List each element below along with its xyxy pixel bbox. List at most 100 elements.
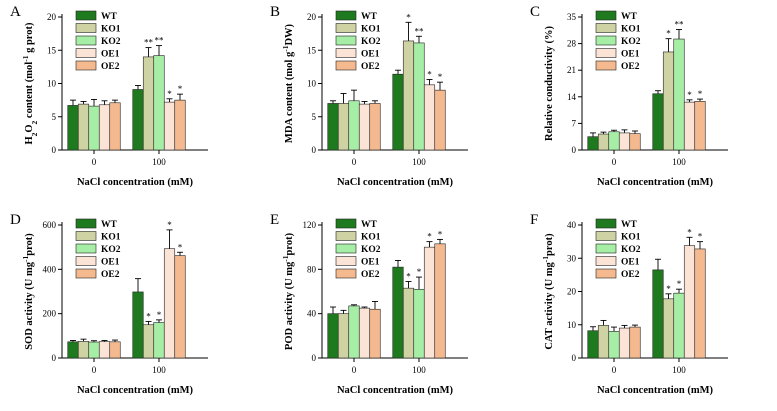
bar-oe1 bbox=[618, 132, 631, 151]
bar-ko1 bbox=[142, 56, 155, 151]
bar-ko2 bbox=[153, 322, 165, 359]
legend-swatch-oe2 bbox=[335, 268, 357, 279]
legend-label-oe2: OE2 bbox=[621, 270, 640, 280]
x-axis-title: NaCl concentration (mM) bbox=[597, 385, 714, 396]
bar-oe1 bbox=[358, 307, 371, 359]
x-axis-title: NaCl concentration (mM) bbox=[337, 385, 454, 396]
bar-oe1 bbox=[358, 103, 371, 151]
bar-oe1 bbox=[618, 327, 631, 359]
y-tick-label: 20 bbox=[567, 287, 577, 297]
y-tick-label: 120 bbox=[303, 220, 317, 230]
legend-label-wt: WT bbox=[621, 12, 638, 22]
legend-label-ko2: KO2 bbox=[621, 245, 641, 255]
y-tick-label: 0 bbox=[312, 353, 317, 363]
legend-swatch-oe2 bbox=[595, 268, 617, 279]
y-tick-label: 200 bbox=[43, 309, 57, 319]
legend-swatch-ko2 bbox=[75, 243, 97, 254]
legend-swatch-ko2 bbox=[595, 243, 617, 254]
x-axis-title: NaCl concentration (mM) bbox=[77, 177, 194, 188]
legend-label-ko2: KO2 bbox=[101, 37, 121, 47]
legend-swatch-oe2 bbox=[75, 268, 97, 279]
y-tick-label: 28 bbox=[567, 39, 577, 49]
legend-label-ko1: KO1 bbox=[101, 25, 121, 35]
x-tick-label: 0 bbox=[92, 365, 97, 375]
legend-label-oe2: OE2 bbox=[361, 62, 380, 72]
legend-label-ko1: KO1 bbox=[361, 233, 381, 243]
bar-oe1 bbox=[423, 84, 436, 151]
legend-swatch-ko1 bbox=[335, 231, 357, 241]
panel-letter: E bbox=[270, 212, 279, 228]
bar-wt bbox=[652, 93, 664, 151]
bar-ko1 bbox=[662, 51, 675, 151]
legend-label-wt: WT bbox=[101, 220, 118, 230]
legend-swatch-ko1 bbox=[595, 231, 617, 241]
y-tick-label: 40 bbox=[307, 309, 317, 319]
bar-ko2 bbox=[608, 331, 620, 359]
x-tick-label: 100 bbox=[672, 157, 686, 167]
significance-mark: * bbox=[406, 272, 411, 282]
legend-swatch-ko2 bbox=[75, 35, 97, 46]
panel-letter: A bbox=[10, 4, 21, 20]
y-tick-label: 30 bbox=[567, 253, 577, 263]
legend-label-ko1: KO1 bbox=[621, 25, 641, 35]
legend-label-ko1: KO1 bbox=[621, 233, 641, 243]
y-axis-title-part: SOD activity (U mg bbox=[24, 261, 35, 350]
significance-mark: * bbox=[666, 29, 671, 39]
significance-mark: * bbox=[677, 279, 682, 289]
bar-ko2 bbox=[348, 305, 360, 359]
y-tick-label: 20 bbox=[47, 12, 57, 22]
y-axis-title-part: -1 bbox=[281, 255, 290, 261]
y-axis-title-part: content (mol bbox=[24, 62, 35, 121]
bar-oe2 bbox=[434, 89, 446, 151]
legend-swatch-oe1 bbox=[595, 256, 617, 266]
legend-swatch-wt bbox=[335, 10, 357, 21]
y-tick-label: 0 bbox=[312, 145, 317, 155]
bar-oe2 bbox=[109, 341, 121, 359]
legend-swatch-ko1 bbox=[335, 23, 357, 33]
legend-swatch-oe1 bbox=[595, 48, 617, 58]
bar-oe2 bbox=[369, 308, 381, 359]
bar-oe2 bbox=[369, 103, 381, 151]
bar-ko2 bbox=[413, 288, 425, 359]
legend-label-ko2: KO2 bbox=[101, 245, 121, 255]
legend-swatch-ko1 bbox=[595, 23, 617, 33]
y-tick-label: 14 bbox=[567, 92, 577, 102]
chart-panel-e: E 0 40 80 120 POD activity (U mg-1prot) 0 100 * *… bbox=[270, 212, 468, 396]
legend-swatch-wt bbox=[595, 10, 617, 21]
legend-label-wt: WT bbox=[101, 12, 118, 22]
bar-ko1 bbox=[77, 103, 90, 151]
y-axis-title-part: 2 bbox=[30, 132, 39, 136]
bar-oe1 bbox=[423, 246, 436, 359]
bar-ko1 bbox=[77, 341, 90, 359]
y-tick-label: 5 bbox=[312, 112, 317, 122]
legend-label-wt: WT bbox=[361, 220, 378, 230]
x-tick-label: 100 bbox=[152, 365, 166, 375]
bar-wt bbox=[132, 291, 144, 359]
chart-panel-d: D 0 200 400 600 SOD activity (U mg-1prot) 0 100… bbox=[10, 212, 208, 396]
bar-ko1 bbox=[337, 103, 350, 151]
legend-swatch-oe2 bbox=[595, 60, 617, 71]
bar-ko2 bbox=[673, 292, 685, 359]
legend-label-oe2: OE2 bbox=[101, 62, 120, 72]
significance-mark: ** bbox=[144, 38, 154, 48]
significance-mark: * bbox=[427, 70, 432, 80]
legend-swatch-wt bbox=[75, 218, 97, 229]
y-axis-title-part: g prot) bbox=[24, 22, 35, 56]
bar-wt bbox=[652, 269, 664, 359]
bar-oe2 bbox=[434, 243, 446, 359]
legend-swatch-oe1 bbox=[335, 48, 357, 58]
legend-label-oe2: OE2 bbox=[621, 62, 640, 72]
legend-swatch-wt bbox=[75, 10, 97, 21]
bar-oe2 bbox=[694, 101, 706, 151]
x-tick-label: 100 bbox=[412, 365, 426, 375]
legend-label-oe1: OE1 bbox=[621, 258, 640, 268]
y-tick-label: 10 bbox=[567, 320, 577, 330]
panel-letter: F bbox=[530, 212, 538, 228]
y-axis-title: POD activity (U mg-1prot) bbox=[281, 232, 296, 350]
bar-ko2 bbox=[608, 131, 620, 151]
y-axis-title: CAT activity (U mg-1prot) bbox=[541, 233, 556, 350]
x-axis-title: NaCl concentration (mM) bbox=[77, 385, 194, 396]
y-axis-title: SOD activity (U mg-1prot) bbox=[21, 233, 36, 350]
y-tick-label: 15 bbox=[307, 45, 317, 55]
